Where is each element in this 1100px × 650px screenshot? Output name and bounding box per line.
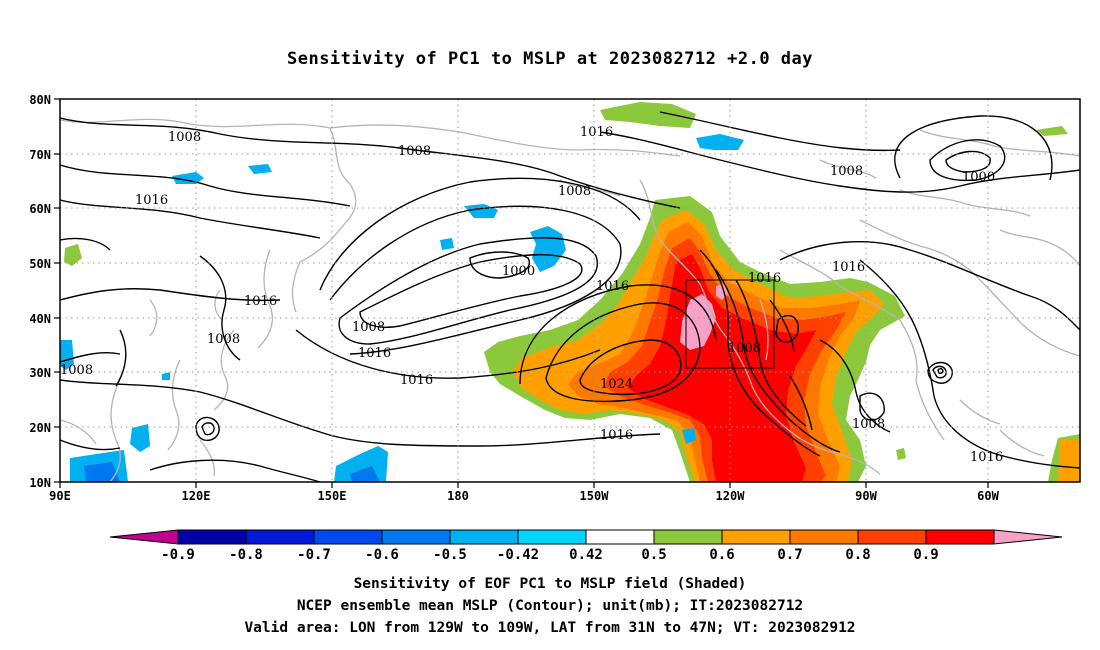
lat-label: 70N — [29, 148, 51, 162]
map-frame — [59, 98, 1081, 483]
contour-label: 1016 — [135, 193, 168, 208]
latitude-axis: 80N 70N 60N 50N 40N 30N 20N 10N — [29, 93, 60, 490]
lat-label: 60N — [29, 202, 51, 216]
colorbar-tick-label: 0.42 — [569, 547, 603, 563]
mslp-contours — [60, 111, 1080, 482]
lon-label: 180 — [447, 489, 469, 503]
contour-labels: 1008 1008 1016 1008 1008 1000 1016 1016 … — [60, 125, 1003, 465]
colorbar-swatch — [653, 529, 723, 545]
contour-label: 1008 — [352, 320, 385, 335]
lon-label: 150W — [580, 489, 610, 503]
colorbar-tick-label: 0.5 — [641, 547, 666, 563]
chart-title: Sensitivity of PC1 to MSLP at 2023082712… — [286, 49, 813, 69]
contour-label: 1008 — [398, 144, 431, 159]
contour-label: 1008 — [168, 130, 201, 145]
lat-label: 40N — [29, 312, 51, 326]
contour-label: 1016 — [580, 125, 613, 140]
colorbar: -0.9 -0.8 -0.7 -0.6 -0.5 -0.42 0.42 0.5 0.6 0.7 0.… — [109, 529, 1063, 563]
colorbar-tick-label: -0.5 — [433, 547, 467, 563]
contour-label: 1008 — [207, 332, 240, 347]
contour-label: 1008 — [852, 417, 885, 432]
graticule — [60, 99, 1080, 482]
colorbar-tick-label: 0.8 — [845, 547, 870, 563]
lon-label: 150E — [318, 489, 347, 503]
colorbar-swatch — [789, 529, 859, 545]
colorbar-tick-label: -0.8 — [229, 547, 263, 563]
contour-label: 1016 — [400, 373, 433, 388]
colorbar-tick-label: -0.6 — [365, 547, 399, 563]
coastlines — [60, 118, 1080, 482]
contour-label: 1016 — [600, 428, 633, 443]
colorbar-swatch — [857, 529, 927, 545]
lon-label: 90W — [855, 489, 877, 503]
caption-line: NCEP ensemble mean MSLP (Contour); unit(… — [296, 598, 804, 614]
colorbar-swatch — [381, 529, 451, 545]
colorbar-swatch — [109, 529, 179, 545]
valid-area-box — [685, 279, 775, 369]
colorbar-swatch — [449, 529, 519, 545]
contour-label: 1008 — [558, 184, 591, 199]
colorbar-swatch — [925, 529, 995, 545]
contour-label: 1016 — [748, 271, 781, 286]
colorbar-swatch — [313, 529, 383, 545]
contour-label: 1016 — [358, 346, 391, 361]
contour-label: 1016 — [596, 279, 629, 294]
lon-label: 60W — [977, 489, 999, 503]
colorbar-tick-label: 0.6 — [709, 547, 734, 563]
caption-line: Valid area: LON from 129W to 109W, LAT f… — [244, 620, 856, 636]
colorbar-tick-label: 0.7 — [777, 547, 802, 563]
colorbar-swatch — [585, 529, 655, 545]
lat-label: 10N — [29, 476, 51, 490]
colorbar-swatch — [993, 529, 1063, 545]
lon-label: 90E — [49, 489, 71, 503]
contour-label: 1024 — [600, 377, 633, 392]
colorbar-tick-label: 0.9 — [913, 547, 938, 563]
contour-label: 1000 — [502, 264, 535, 279]
lat-label: 20N — [29, 421, 51, 435]
lat-label: 80N — [29, 93, 51, 107]
captions: Sensitivity of EOF PC1 to MSLP field (Sh… — [0, 573, 1100, 639]
contour-label: 1008 — [830, 164, 863, 179]
colorbar-swatch — [177, 529, 247, 545]
colorbar-swatch — [721, 529, 791, 545]
contour-label: 1008 — [60, 363, 93, 378]
colorbar-tick-label: -0.42 — [497, 547, 539, 563]
contour-label: 1016 — [970, 450, 1003, 465]
lon-label: 120E — [182, 489, 211, 503]
lat-label: 50N — [29, 257, 51, 271]
contour-label: 1016 — [832, 260, 865, 275]
colorbar-swatch — [245, 529, 315, 545]
caption-line: Sensitivity of EOF PC1 to MSLP field (Sh… — [353, 576, 747, 592]
colorbar-tick-label: -0.7 — [297, 547, 331, 563]
colorbar-tick-label: -0.9 — [161, 547, 195, 563]
lat-label: 30N — [29, 366, 51, 380]
longitude-axis: 90E 120E 150E 180 150W 120W 90W 60W — [49, 482, 1000, 503]
colorbar-swatch — [517, 529, 587, 545]
contour-label: 1016 — [244, 294, 277, 309]
contour-label: 1008 — [728, 341, 761, 356]
lon-label: 120W — [716, 489, 746, 503]
contour-label: 1000 — [962, 170, 995, 185]
